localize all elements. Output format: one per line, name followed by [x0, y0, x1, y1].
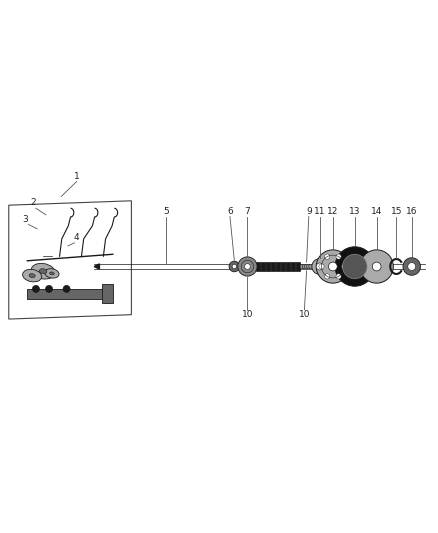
Text: 10: 10 [299, 310, 310, 319]
Ellipse shape [23, 269, 42, 282]
Circle shape [328, 262, 337, 271]
Text: 15: 15 [391, 207, 402, 216]
Circle shape [241, 260, 254, 273]
Polygon shape [94, 264, 99, 269]
Circle shape [32, 286, 39, 293]
Circle shape [335, 247, 374, 286]
Text: 12: 12 [327, 207, 339, 216]
Ellipse shape [39, 269, 47, 274]
Circle shape [229, 261, 240, 272]
Circle shape [244, 264, 251, 269]
Text: 6: 6 [227, 207, 233, 216]
Circle shape [408, 263, 416, 270]
Text: 1: 1 [74, 172, 80, 181]
Text: 14: 14 [371, 207, 382, 216]
Text: 3: 3 [22, 215, 28, 223]
Text: 11: 11 [314, 207, 325, 216]
Circle shape [307, 264, 311, 269]
Circle shape [325, 274, 330, 279]
Circle shape [336, 254, 341, 259]
Circle shape [63, 286, 70, 293]
Circle shape [343, 254, 367, 279]
Circle shape [372, 262, 381, 271]
Text: 9: 9 [306, 207, 312, 216]
Circle shape [312, 259, 328, 274]
Bar [102, 284, 113, 303]
Circle shape [316, 263, 323, 270]
Circle shape [232, 264, 237, 269]
Text: 7: 7 [244, 207, 251, 216]
Circle shape [319, 264, 324, 269]
Circle shape [325, 254, 330, 259]
Circle shape [336, 274, 341, 279]
Circle shape [360, 250, 393, 283]
Circle shape [403, 258, 420, 275]
Circle shape [302, 264, 307, 269]
Bar [256, 262, 300, 271]
Text: 16: 16 [406, 207, 417, 216]
Text: 4: 4 [74, 233, 79, 243]
Bar [27, 289, 107, 298]
Circle shape [300, 264, 304, 269]
Ellipse shape [49, 272, 54, 275]
Text: 10: 10 [242, 310, 253, 319]
Text: 13: 13 [349, 207, 360, 216]
Text: 2: 2 [30, 198, 35, 207]
Circle shape [342, 264, 347, 269]
Ellipse shape [29, 273, 35, 278]
Text: 5: 5 [163, 207, 170, 216]
Circle shape [304, 264, 309, 269]
Ellipse shape [31, 263, 55, 279]
Circle shape [238, 257, 257, 276]
Circle shape [46, 286, 53, 293]
Circle shape [309, 264, 313, 269]
Circle shape [316, 250, 350, 283]
Ellipse shape [45, 269, 59, 278]
